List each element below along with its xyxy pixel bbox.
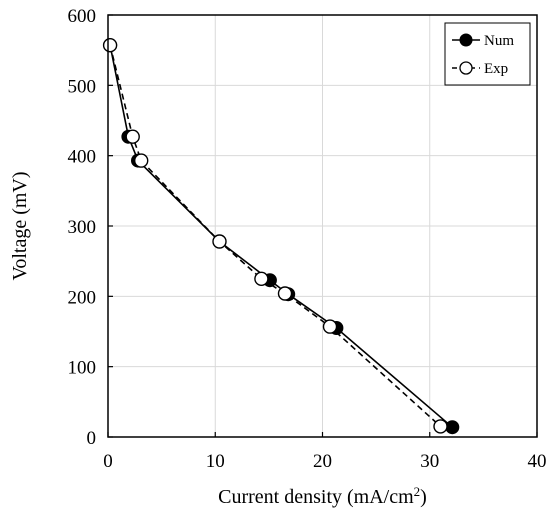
series-exp-point-7 [433,419,448,434]
x-tick-label-30: 30 [420,451,439,472]
x-axis-title-main: Current density (mA/cm [218,486,414,508]
x-tick-label-40: 40 [528,451,547,472]
x-axis-title: Current density (mA/cm2) [218,484,427,509]
y-tick-label-0: 0 [87,428,97,449]
series-layer [102,38,460,435]
series-num-line [109,45,453,428]
series-exp-point-6 [322,319,338,334]
legend-exp-marker [459,61,473,75]
y-tick-label-100: 100 [68,358,97,379]
x-tick-label-10: 10 [206,451,225,472]
plot-frame [107,14,538,438]
series-exp-point-1 [125,129,140,144]
series-exp [102,38,448,434]
legend-exp-label: Exp [484,61,508,77]
legend-num-marker [459,33,473,47]
legend-box [444,22,531,86]
series-num-point-7 [445,420,460,435]
legend-item-num: Num [452,33,514,49]
y-tick-label-500: 500 [68,76,97,97]
series-exp-point-0 [102,38,118,53]
series-exp-point-5 [277,286,293,301]
series-num [103,38,460,435]
legend-num-label: Num [484,33,514,49]
series-exp-point-2 [133,153,149,168]
x-tick-label-20: 20 [313,451,332,472]
series-exp-point-4 [254,271,269,286]
y-axis-title: Voltage (mV) [9,171,31,280]
legend-item-exp: Exp [452,61,508,77]
series-exp-point-3 [212,234,227,249]
y-tick-label-600: 600 [68,6,97,27]
x-tick-label-0: 0 [103,451,113,472]
x-axis-title-end: ) [420,486,427,508]
x-axis-title-superscript: 2 [414,484,421,499]
y-tick-label-200: 200 [68,287,97,308]
legend: Num Exp [444,22,531,86]
y-tick-label-300: 300 [68,217,97,238]
series-exp-line [109,45,442,427]
grid-lines [108,15,537,437]
y-tick-label-400: 400 [68,147,97,168]
